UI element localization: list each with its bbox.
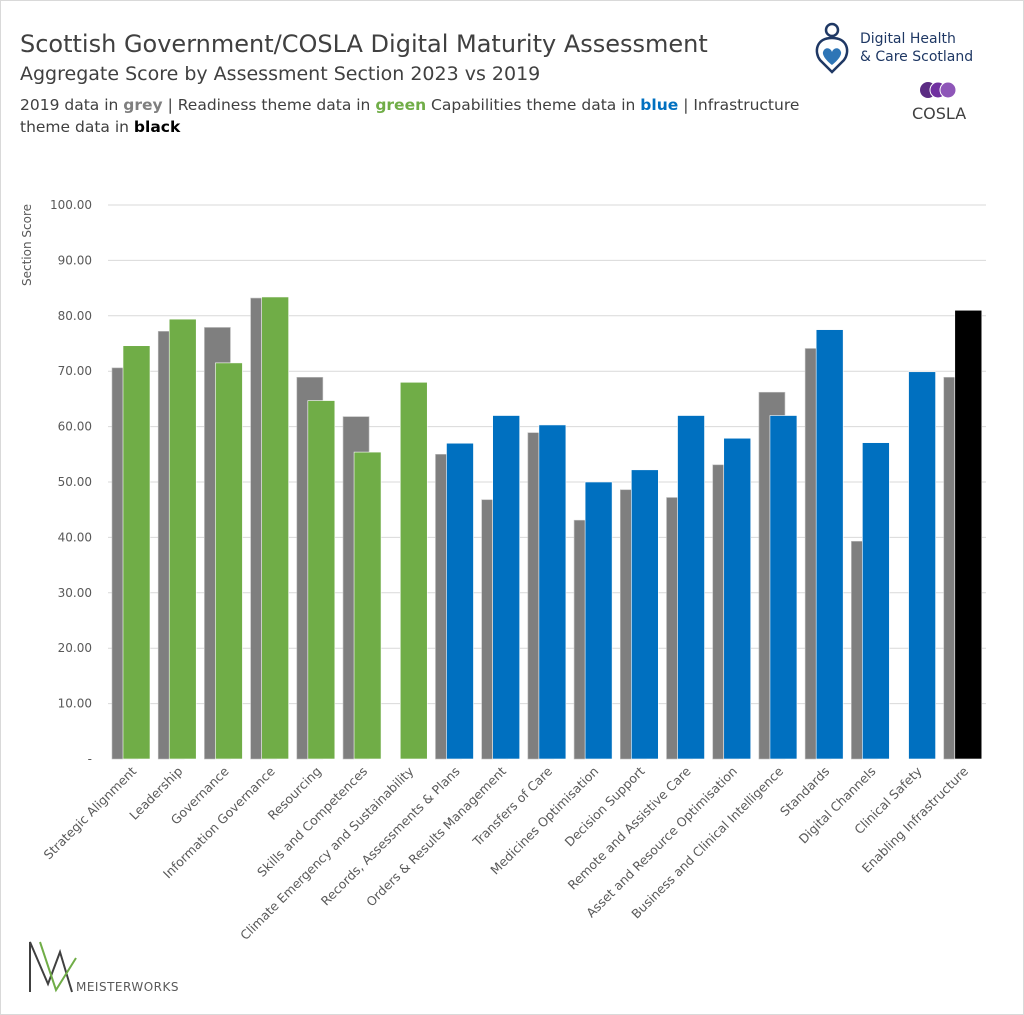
bar-2023 [492, 415, 520, 760]
legend-blue: blue [640, 96, 679, 114]
bar-2023 [122, 345, 151, 760]
chart-title: Scottish Government/COSLA Digital Maturi… [20, 30, 708, 58]
y-tick-label: 60.00 [58, 420, 92, 434]
bar-2023 [723, 437, 752, 760]
dhcs-logo: Digital Health & Care Scotland [812, 22, 992, 82]
chart-subtitle: Aggregate Score by Assessment Section 20… [20, 63, 541, 85]
y-tick-label: 70.00 [58, 364, 92, 378]
bar-2023 [538, 424, 567, 760]
legend-grey: grey [123, 96, 163, 114]
meisterworks-logo: MEISTERWORKS [26, 938, 186, 998]
y-tick-label: 50.00 [58, 475, 92, 489]
bar-2023 [584, 481, 613, 760]
x-tick-label: Strategic Alignment [41, 763, 140, 862]
bar-2023 [399, 381, 428, 760]
bar-2023 [353, 451, 382, 760]
bar-2023 [168, 318, 197, 760]
bar-2023 [815, 329, 844, 760]
bar-2023 [908, 371, 936, 760]
color-legend: 2019 data in grey | Readiness theme data… [20, 94, 840, 138]
legend-text: | Infrastructure theme data in [20, 96, 800, 136]
legend-text: | Readiness theme data in [162, 96, 376, 114]
meisterworks-text: MEISTERWORKS [76, 980, 179, 994]
meisterworks-mark-icon [29, 941, 77, 993]
dhcs-line1: Digital Health [860, 31, 956, 47]
bar-2023 [769, 415, 798, 760]
y-tick-label: 40.00 [58, 530, 92, 544]
bar-2023 [446, 442, 474, 760]
bar-2023 [261, 296, 289, 760]
y-tick-label: 30.00 [58, 586, 92, 600]
x-tick-label: Transfers of Care [469, 763, 555, 849]
bar-2023 [677, 415, 705, 760]
x-tick-label: Climate Emergency and Sustainability [237, 763, 417, 943]
bar-2023 [954, 309, 983, 760]
legend-text: Capabilities theme data in [426, 96, 641, 114]
legend-black: black [133, 118, 181, 136]
y-tick-label: - [88, 752, 92, 766]
y-axis-label: Section Score [20, 204, 34, 286]
legend-text: 2019 data in [20, 96, 124, 114]
dhcs-heart-icon [815, 22, 849, 74]
cosla-circles-icon [920, 81, 957, 99]
bar-2023 [631, 469, 659, 760]
y-tick-label: 20.00 [58, 641, 92, 655]
x-tick-label: Decision Support [562, 763, 648, 849]
legend-green: green [375, 96, 427, 114]
bar-2023 [307, 400, 336, 760]
cosla-text: COSLA [912, 104, 967, 123]
bar-2023 [215, 362, 243, 760]
dhcs-line2: & Care Scotland [860, 49, 974, 65]
y-tick-label: 100.00 [50, 198, 92, 212]
bar-2023 [862, 442, 890, 760]
cosla-logo: COSLA [910, 80, 980, 125]
y-tick-label: 10.00 [58, 697, 92, 711]
y-tick-label: 80.00 [58, 309, 92, 323]
y-tick-label: 90.00 [58, 253, 92, 267]
